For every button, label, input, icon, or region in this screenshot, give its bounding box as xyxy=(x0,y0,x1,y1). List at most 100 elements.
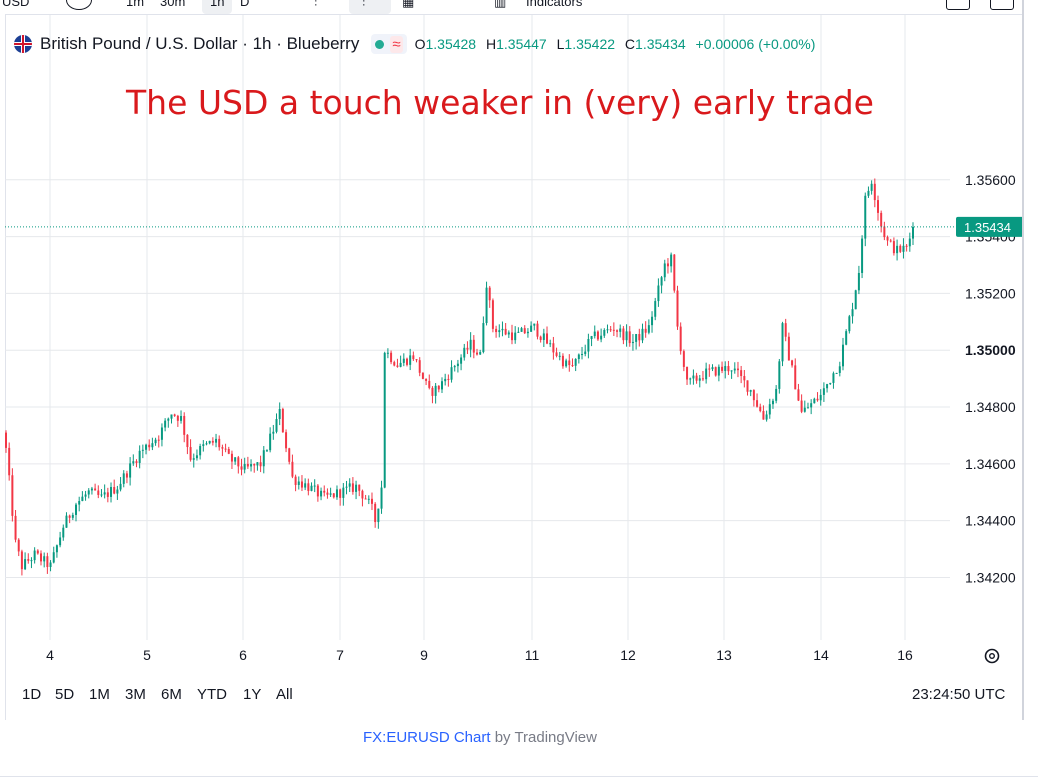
candle xyxy=(864,192,867,247)
y-tick-label: 1.35600 xyxy=(965,172,1016,188)
toolbar-currency[interactable]: USD xyxy=(2,0,30,9)
candle xyxy=(612,322,615,337)
indicators-button[interactable]: Indicators xyxy=(526,0,583,9)
bar-style-icon[interactable]: ⫶ xyxy=(314,0,318,9)
range-button-5d[interactable]: 5D xyxy=(55,686,75,703)
candle xyxy=(399,355,402,368)
candle xyxy=(584,344,587,357)
candle xyxy=(495,325,498,338)
candle xyxy=(425,378,428,386)
candle xyxy=(498,324,501,338)
market-status[interactable]: ≈ xyxy=(371,34,407,54)
candle xyxy=(342,483,345,506)
candle xyxy=(332,493,335,499)
utc-clock[interactable]: 23:24:50 UTC xyxy=(912,686,1006,703)
x-tick-label: 16 xyxy=(897,647,913,663)
candle xyxy=(803,400,806,413)
candle xyxy=(180,410,183,424)
candle xyxy=(558,351,561,361)
indicators-icon[interactable]: ▥ xyxy=(494,0,507,9)
candle xyxy=(364,494,367,500)
gb-flag-icon xyxy=(14,35,32,53)
candle xyxy=(358,484,361,497)
candle xyxy=(791,359,794,368)
range-button-1y[interactable]: 1Y xyxy=(243,686,262,703)
candle xyxy=(641,323,644,344)
ohlc-values: O1.35428 H1.35447 L1.35422 C1.35434 +0.0… xyxy=(415,36,816,52)
candle xyxy=(380,480,383,514)
candle xyxy=(530,321,533,332)
candle xyxy=(348,478,351,493)
interval-1m[interactable]: 1m xyxy=(126,0,145,9)
candle xyxy=(135,459,138,468)
candle xyxy=(692,369,695,385)
candle xyxy=(482,316,485,354)
candle xyxy=(676,285,679,330)
candle xyxy=(654,297,657,321)
range-button-1d[interactable]: 1D xyxy=(22,686,42,703)
candle xyxy=(164,418,167,432)
interval-1h[interactable]: 1h xyxy=(210,0,225,9)
candle xyxy=(87,488,90,499)
snapshot-icon[interactable] xyxy=(990,0,1014,10)
candle xyxy=(476,348,479,356)
candle xyxy=(638,328,641,347)
candle xyxy=(409,348,412,371)
interval-30m[interactable]: 30m xyxy=(160,0,186,9)
range-button-ytd[interactable]: YTD xyxy=(197,686,227,703)
candle xyxy=(740,365,743,384)
fullscreen-icon[interactable] xyxy=(946,0,970,10)
candle xyxy=(46,552,49,574)
data-delay-icon: ≈ xyxy=(390,35,403,53)
candle xyxy=(167,417,170,428)
candle xyxy=(902,238,905,259)
symbol-chart-link[interactable]: FX:EURUSD Chart xyxy=(363,729,491,746)
candle xyxy=(170,414,173,424)
range-button-3m[interactable]: 3M xyxy=(125,686,146,703)
candle xyxy=(221,444,224,457)
candle xyxy=(132,454,135,466)
candle xyxy=(246,456,249,469)
candle xyxy=(291,454,294,479)
y-tick-label: 1.35000 xyxy=(965,342,1016,358)
candle xyxy=(526,328,529,338)
high-label: H xyxy=(485,36,497,52)
candle xyxy=(43,552,46,568)
x-tick-label: 9 xyxy=(420,647,428,663)
candle xyxy=(307,478,310,496)
candle xyxy=(870,180,873,195)
settings-gear-icon[interactable] xyxy=(984,648,1000,664)
candle xyxy=(660,275,663,294)
candle xyxy=(781,321,784,367)
interval-d[interactable]: D xyxy=(240,0,250,9)
symbol-title[interactable]: British Pound / U.S. Dollar · 1h · Blueb… xyxy=(40,34,360,53)
candles-icon[interactable]: ⫶ xyxy=(362,0,366,9)
candle xyxy=(310,482,313,492)
candle xyxy=(300,475,303,492)
candle xyxy=(208,440,211,445)
tradingview-credit[interactable]: by TradingView xyxy=(494,729,597,746)
candle xyxy=(686,366,689,386)
candle xyxy=(628,326,631,347)
candle xyxy=(129,457,132,486)
candle xyxy=(616,329,619,338)
range-button-1m[interactable]: 1M xyxy=(89,686,110,703)
candle xyxy=(651,311,654,333)
candle xyxy=(867,186,870,198)
candle xyxy=(523,325,526,335)
chart-title: The USD a touch weaker in (very) early t… xyxy=(125,83,874,122)
range-button-all[interactable]: All xyxy=(276,686,293,703)
candle xyxy=(355,480,358,500)
area-style-icon[interactable]: ▦ xyxy=(402,0,415,9)
candle xyxy=(440,377,443,394)
candle xyxy=(33,547,36,564)
candle xyxy=(272,424,275,440)
candle xyxy=(160,423,163,447)
candlestick-chart[interactable]: 1.34200 1.34400 1.34600 1.34800 1.35000 1.352… xyxy=(0,0,1022,720)
low-label: L xyxy=(556,36,565,52)
candle xyxy=(845,329,848,346)
candle xyxy=(511,324,514,345)
candle xyxy=(243,457,246,474)
range-button-6m[interactable]: 6M xyxy=(161,686,182,703)
candle xyxy=(453,364,456,372)
